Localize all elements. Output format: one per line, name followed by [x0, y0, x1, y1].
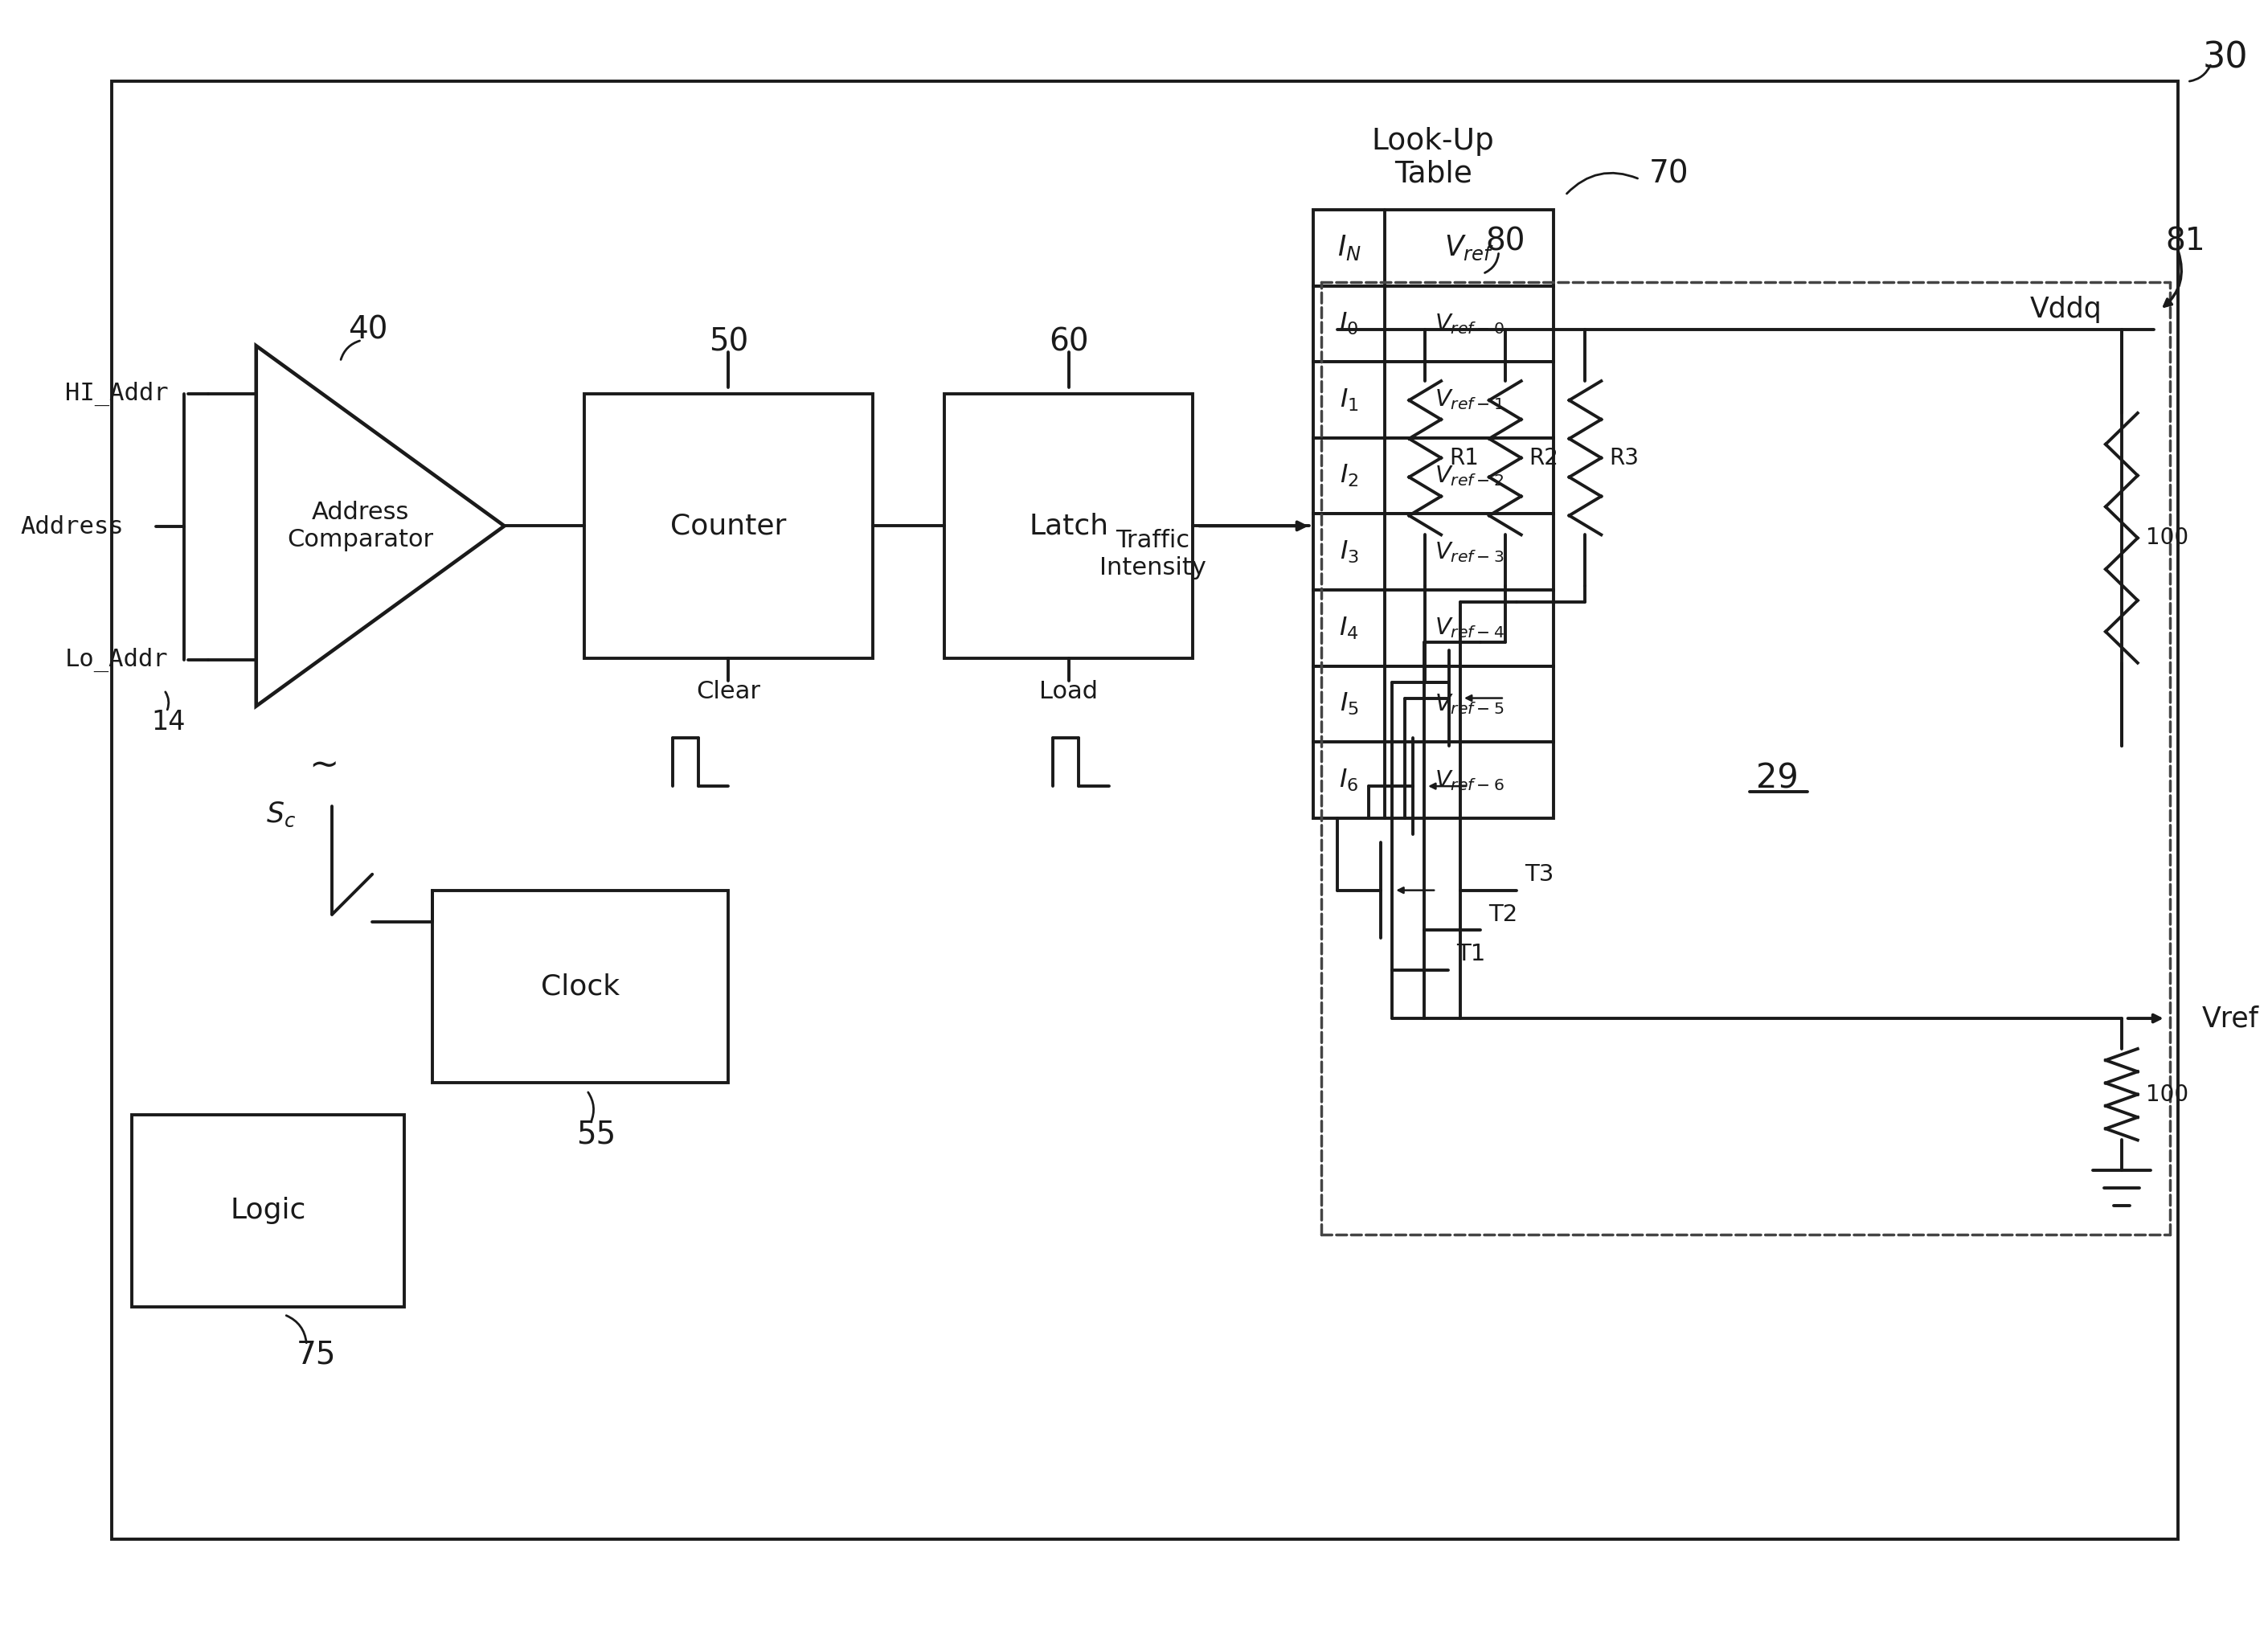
Text: 100: 100	[2146, 1084, 2189, 1105]
Text: 75: 75	[297, 1340, 336, 1369]
Text: $I_2$: $I_2$	[1340, 463, 1359, 489]
Text: $I_3$: $I_3$	[1340, 540, 1359, 566]
Text: 40: 40	[349, 315, 388, 346]
Bar	[585, 394, 873, 659]
Text: $V_{ref-0}$: $V_{ref-0}$	[1433, 311, 1504, 336]
Text: $V_{ref}$: $V_{ref}$	[1445, 233, 1495, 262]
Bar	[132, 1115, 404, 1307]
Text: 60: 60	[1048, 326, 1089, 357]
Bar	[1313, 513, 1554, 590]
Text: Logic: Logic	[231, 1196, 306, 1224]
Text: Clock: Clock	[542, 973, 619, 1001]
Text: Address
Comparator: Address Comparator	[288, 500, 433, 551]
Text: 81: 81	[2166, 227, 2207, 258]
Bar	[1313, 210, 1554, 285]
Text: $I_5$: $I_5$	[1340, 691, 1359, 717]
Bar	[1313, 362, 1554, 438]
Bar	[111, 82, 2177, 1539]
Text: Counter: Counter	[671, 512, 787, 540]
Text: R2: R2	[1529, 447, 1558, 469]
Text: $I_1$: $I_1$	[1340, 386, 1359, 412]
Text: $V_{ref-4}$: $V_{ref-4}$	[1433, 616, 1504, 641]
Text: Look-Up: Look-Up	[1372, 127, 1495, 156]
Text: Vref: Vref	[2202, 1004, 2259, 1032]
Text: $I_6$: $I_6$	[1340, 768, 1359, 794]
Text: 55: 55	[576, 1120, 617, 1149]
Text: $I_0$: $I_0$	[1340, 311, 1359, 337]
Bar	[946, 394, 1193, 659]
Text: $I_N$: $I_N$	[1338, 233, 1361, 262]
Text: Load: Load	[1039, 680, 1098, 704]
Text: Traffic
Intensity: Traffic Intensity	[1100, 528, 1207, 579]
Text: $I_4$: $I_4$	[1338, 615, 1359, 641]
Text: 100: 100	[2146, 526, 2189, 549]
Text: 30: 30	[2202, 41, 2248, 75]
Bar	[1313, 742, 1554, 818]
Text: HI_Addr: HI_Addr	[66, 381, 168, 406]
Text: 70: 70	[1649, 158, 1690, 189]
Bar	[433, 890, 728, 1082]
Text: 14: 14	[152, 709, 186, 735]
Text: $V_{ref-2}$: $V_{ref-2}$	[1436, 465, 1504, 487]
Text: Address: Address	[20, 515, 125, 538]
Text: R3: R3	[1610, 447, 1640, 469]
Text: $S_c$: $S_c$	[265, 800, 297, 828]
Text: Lo_Addr: Lo_Addr	[66, 647, 168, 672]
Polygon shape	[256, 346, 503, 706]
Bar	[1313, 667, 1554, 742]
Text: $V_{ref-3}$: $V_{ref-3}$	[1433, 540, 1504, 564]
Text: T1: T1	[1456, 944, 1486, 965]
Text: T3: T3	[1524, 862, 1554, 885]
Text: 29: 29	[1755, 761, 1799, 795]
Text: ~: ~	[308, 748, 340, 784]
Text: 80: 80	[1486, 227, 1524, 258]
Text: 50: 50	[708, 326, 748, 357]
Text: Vddq: Vddq	[2030, 297, 2102, 323]
Text: Clear: Clear	[696, 680, 760, 704]
Text: $V_{ref-5}$: $V_{ref-5}$	[1433, 693, 1504, 716]
Text: $V_{ref-1}$: $V_{ref-1}$	[1436, 388, 1504, 412]
Bar	[1313, 438, 1554, 513]
Text: R1: R1	[1449, 447, 1479, 469]
Bar	[1313, 590, 1554, 667]
Bar	[1313, 285, 1554, 362]
Text: Latch: Latch	[1030, 512, 1109, 540]
Text: $V_{ref-6}$: $V_{ref-6}$	[1433, 768, 1504, 792]
Text: Table: Table	[1395, 160, 1472, 187]
Text: T2: T2	[1488, 903, 1517, 926]
